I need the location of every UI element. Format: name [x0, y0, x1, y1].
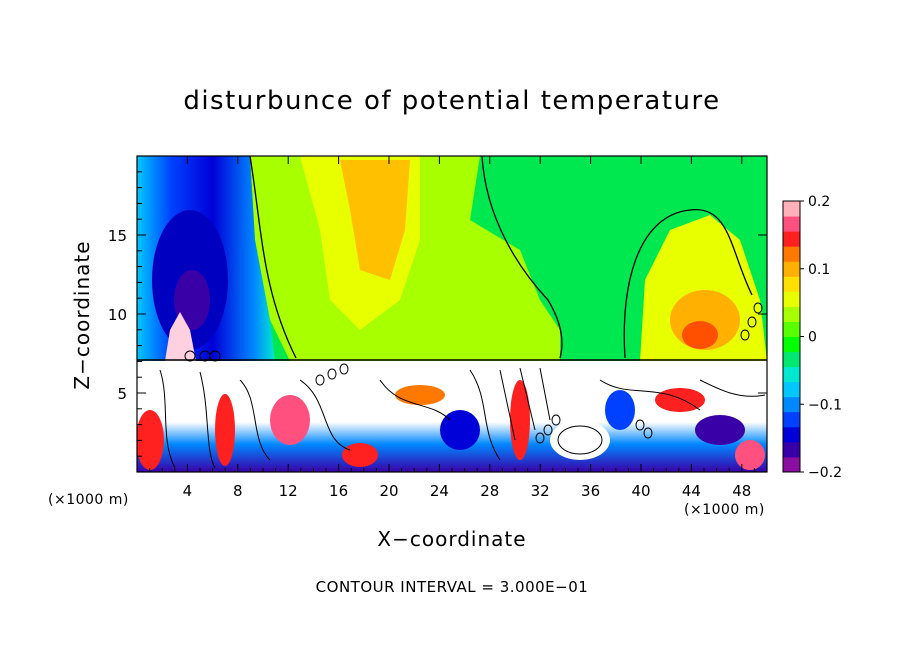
- field-right-red: [682, 321, 718, 349]
- x-tick-label: 20: [379, 482, 398, 500]
- y-tick-label: 10: [108, 306, 127, 324]
- colorbar-tick-label: −0.1: [808, 397, 842, 413]
- colorbar-swatch: [783, 276, 800, 292]
- colorbar-swatch: [783, 381, 800, 398]
- colorbar-swatch: [783, 351, 800, 368]
- y-axis: 5 10 15: [108, 171, 767, 457]
- colorbar-swatch: [783, 336, 800, 353]
- contour-lower: [159, 302, 766, 469]
- colorbar-swatch: [783, 291, 800, 307]
- colorbar-swatch: [783, 246, 800, 262]
- colorbar-tick-label: −0.2: [808, 465, 842, 481]
- chart-title: disturbunce of potential temperature: [183, 86, 721, 116]
- colorbar-swatch: [783, 321, 800, 337]
- contour-line-left: [249, 156, 297, 359]
- x-axis: 4 8 12 16 20 24 28 32 36 40 44 48: [149, 156, 755, 500]
- x-tick-label: 28: [480, 482, 499, 500]
- colorbar-swatch: [783, 216, 800, 232]
- colorbar-swatch: [783, 201, 800, 217]
- colorbar-swatch: [783, 306, 800, 322]
- contour-line-right: [623, 209, 753, 359]
- x-tick-label: 16: [329, 482, 348, 500]
- x-tick-label: 40: [631, 482, 650, 500]
- colorbar-swatch: [783, 261, 800, 277]
- x-tick-label: 24: [430, 482, 449, 500]
- x-tick-label: 48: [732, 482, 751, 500]
- x-tick-label: 44: [682, 482, 701, 500]
- field-cold-deep: [174, 270, 210, 330]
- field-orange-core: [340, 160, 410, 280]
- x-tick-label: 36: [581, 482, 600, 500]
- colorbar-tick-label: 0: [808, 330, 817, 346]
- colorbar-swatch: [783, 456, 800, 473]
- y-tick-label: 15: [108, 227, 127, 245]
- colorbar-swatch: [783, 426, 800, 443]
- colorbar-swatch: [783, 411, 800, 428]
- y-axis-label: Z−coordinate: [70, 240, 94, 390]
- plot-area: [137, 156, 767, 472]
- contour-line-middle: [481, 156, 563, 359]
- colorbar-swatch: [783, 396, 800, 413]
- y-tick-label: 5: [117, 385, 127, 403]
- x-tick-label: 8: [233, 482, 243, 500]
- x-unit-label-left: (×1000 m): [48, 492, 129, 508]
- colorbar-tick-label: 0.1: [808, 262, 830, 278]
- x-unit-label-right: (×1000 m): [684, 502, 765, 518]
- colorbar: 0.2 0.1 0 −0.1 −0.2: [782, 194, 842, 481]
- colorbar-tick-label: 0.2: [808, 194, 830, 210]
- x-tick-label: 12: [279, 482, 298, 500]
- x-tick-label: 4: [183, 482, 193, 500]
- colorbar-swatch: [783, 441, 800, 458]
- x-tick-label: 32: [531, 482, 550, 500]
- x-axis-label: X−coordinate: [377, 527, 527, 551]
- colorbar-swatch: [783, 366, 800, 383]
- colorbar-swatch: [783, 231, 800, 247]
- field-white-finger: [165, 312, 196, 361]
- contour-interval: CONTOUR INTERVAL = 3.000E−01: [315, 578, 589, 596]
